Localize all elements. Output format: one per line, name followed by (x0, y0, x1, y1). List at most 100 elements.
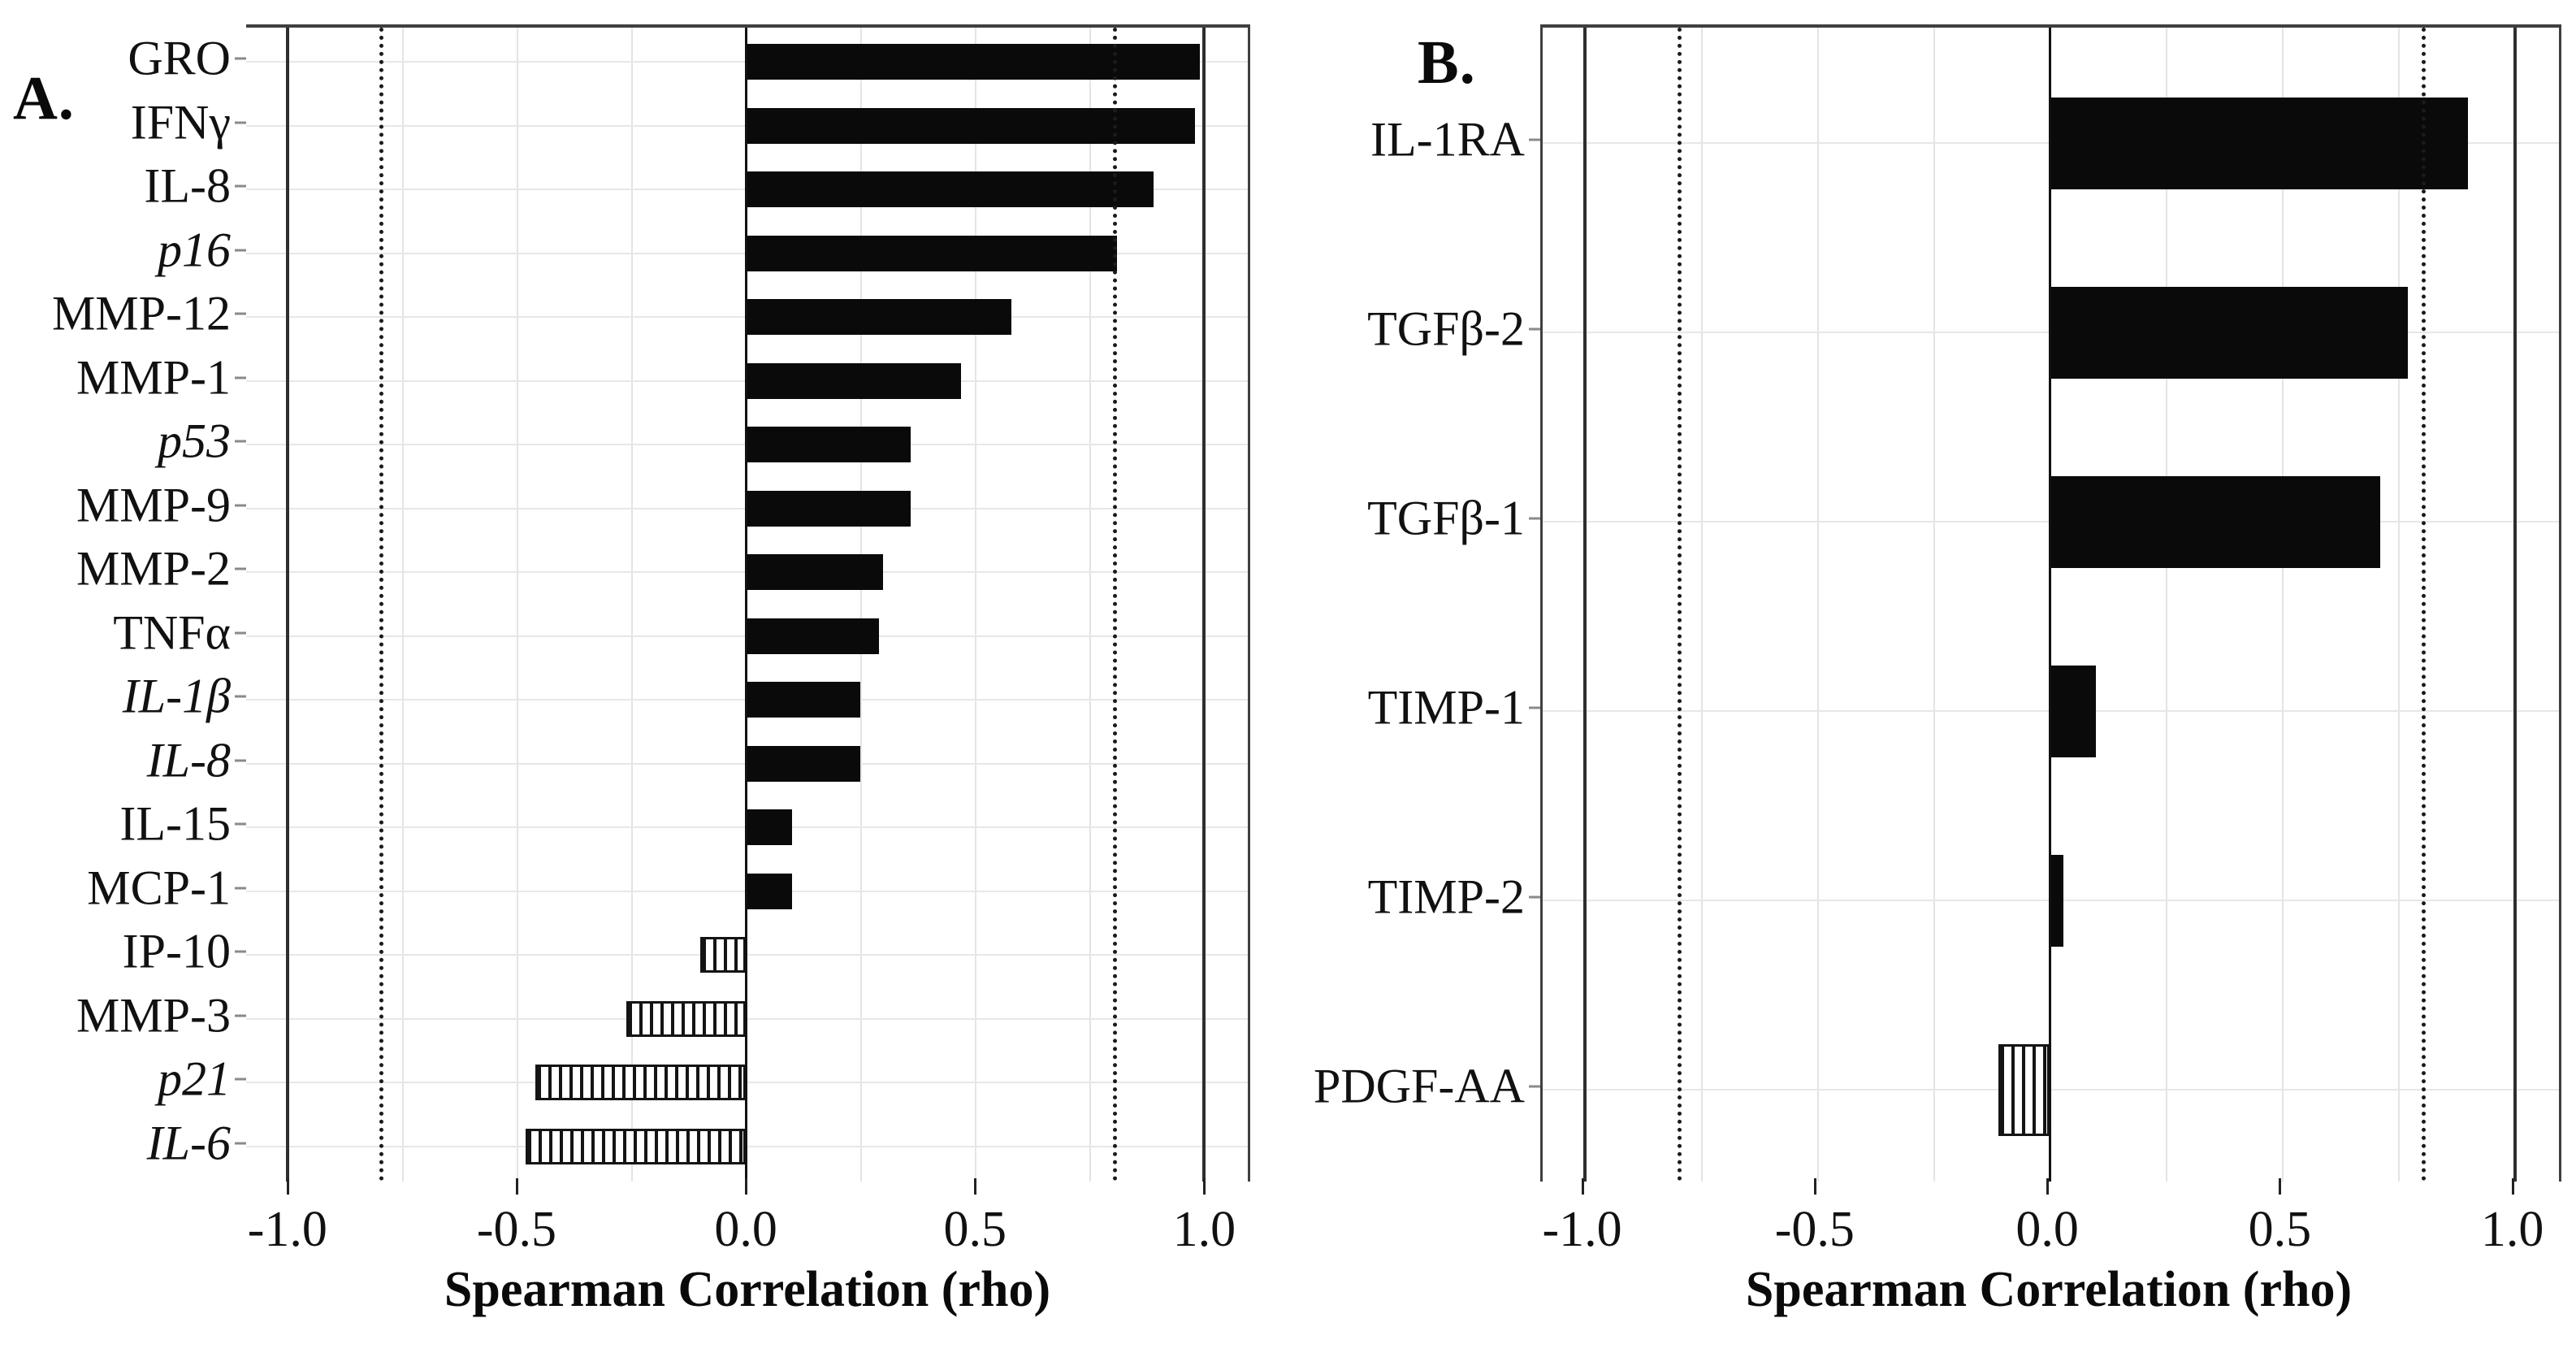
reference-line-solid (2513, 28, 2517, 1182)
y-axis-tick (235, 1078, 246, 1081)
y-axis-tick (235, 504, 246, 506)
category-label: TIMP-2 (1367, 869, 1525, 924)
category-label: p21 (158, 1052, 231, 1106)
category-label: PDGF-AA (1313, 1059, 1525, 1113)
bar-il-1- (746, 682, 861, 718)
y-axis-tick (235, 695, 246, 698)
reference-line-dashed (1112, 28, 1117, 1182)
bar-timp-2 (2050, 854, 2064, 947)
bar-p21 (535, 1065, 747, 1100)
y-axis-tick (1529, 895, 1540, 899)
category-label: MMP-3 (76, 988, 231, 1042)
minor-gridline (631, 28, 633, 1182)
panel-b-plot-area (1540, 24, 2561, 1182)
reference-line-solid (1202, 28, 1206, 1182)
category-label: p16 (158, 223, 231, 276)
y-axis-tick (1529, 517, 1540, 520)
category-label: TIMP-1 (1367, 680, 1525, 735)
category-label: IFNγ (130, 95, 231, 149)
x-axis-tick (2046, 1178, 2050, 1195)
zero-line (745, 28, 748, 1182)
bar-tgf-2 (2050, 286, 2408, 379)
reference-line-dashed (1678, 28, 1682, 1182)
category-label: MCP-1 (87, 861, 231, 914)
category-label: TNFα (113, 605, 231, 659)
category-label: IL-8 (146, 733, 231, 787)
bar-mmp-3 (626, 1000, 747, 1037)
minor-gridline (1700, 28, 1703, 1182)
y-axis-tick (235, 887, 246, 889)
y-axis-tick (235, 759, 246, 761)
bar-il-8 (746, 745, 861, 782)
y-axis-tick (1529, 138, 1540, 141)
y-axis-tick (1529, 327, 1540, 331)
y-axis-tick (1529, 1085, 1540, 1088)
bar-il-6 (526, 1128, 747, 1164)
x-tick-label: -1.0 (1542, 1202, 1622, 1257)
category-label: MMP-9 (76, 478, 231, 531)
bar-il-15 (746, 809, 792, 845)
minor-gridline (401, 28, 404, 1182)
reference-line-dashed (2422, 28, 2427, 1182)
reference-line-dashed (379, 28, 383, 1182)
y-axis-tick (235, 121, 246, 124)
minor-gridline (2166, 28, 2168, 1182)
bar-pdgf-aa (1998, 1043, 2050, 1136)
category-label: IL-1RA (1370, 112, 1525, 167)
minor-gridline (2282, 28, 2284, 1182)
minor-gridline (975, 28, 977, 1182)
y-axis-tick (235, 57, 246, 60)
bar-gro (746, 44, 1200, 80)
minor-gridline (516, 28, 518, 1182)
x-axis-tick (1813, 1178, 1816, 1195)
x-tick-label: 1.0 (2480, 1202, 2544, 1257)
x-axis-tick (286, 1178, 289, 1195)
bar-mmp-12 (746, 299, 1012, 335)
x-axis-tick (1203, 1178, 1206, 1195)
zero-line (2049, 28, 2052, 1182)
x-axis-tick (745, 1178, 748, 1195)
category-label: MMP-12 (51, 286, 231, 340)
category-label: TGFβ-1 (1367, 491, 1525, 545)
bar-mmp-1 (746, 362, 962, 399)
bar-il-8 (746, 171, 1154, 207)
category-label: IL-15 (119, 796, 231, 851)
y-axis-tick (235, 184, 246, 188)
bar-p53 (746, 427, 911, 462)
minor-gridline (860, 28, 863, 1182)
x-tick-label: 1.0 (1172, 1202, 1236, 1257)
reference-line-solid (1582, 28, 1587, 1182)
bar-mmp-9 (746, 490, 911, 527)
y-axis-tick (235, 567, 246, 570)
y-axis-tick (235, 631, 246, 634)
bar-il-1ra (2050, 97, 2469, 189)
x-tick-label: -1.0 (247, 1202, 327, 1257)
y-axis-tick (235, 822, 246, 826)
x-tick-label: -0.5 (476, 1202, 557, 1257)
bar-ifn- (746, 107, 1196, 144)
bar-p16 (746, 235, 1118, 271)
bar-tgf-1 (2050, 475, 2380, 568)
minor-gridline (1816, 28, 1819, 1182)
bar-ip-10 (699, 937, 747, 973)
x-tick-label: 0.5 (2248, 1202, 2312, 1257)
panel-b-letter: B. (1418, 28, 1476, 97)
category-label: IL-1β (122, 669, 231, 723)
x-tick-label: 0.5 (943, 1202, 1007, 1257)
x-tick-label: 0.0 (2015, 1202, 2079, 1257)
x-tick-label: 0.0 (714, 1202, 777, 1257)
panel-a-letter: A. (13, 64, 75, 132)
y-axis-tick (235, 376, 246, 379)
category-label: GRO (128, 31, 231, 85)
reference-line-solid (285, 28, 289, 1182)
bar-tnf- (746, 618, 879, 654)
category-label: IL-6 (146, 1116, 231, 1169)
bar-mmp-2 (746, 554, 884, 590)
y-axis-tick (235, 1014, 246, 1017)
bar-mcp-1 (746, 873, 792, 909)
minor-gridline (1933, 28, 1935, 1182)
bar-timp-1 (2050, 665, 2097, 757)
y-axis-tick (235, 950, 246, 953)
x-tick-label: -0.5 (1774, 1202, 1855, 1257)
